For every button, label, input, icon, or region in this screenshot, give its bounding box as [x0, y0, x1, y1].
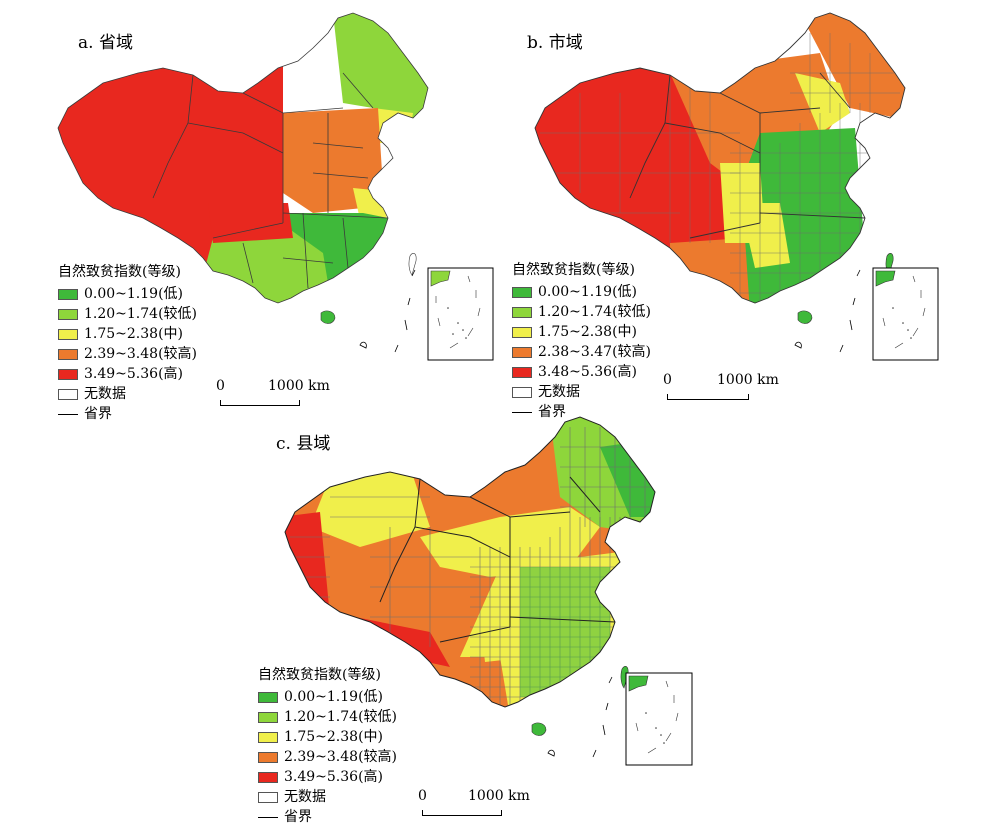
map-city: [534, 12, 939, 361]
legend-item: 0.00~1.19(低): [58, 284, 197, 304]
legend-item: 2.38~3.47(较高): [512, 342, 651, 362]
island-taiwan: [408, 252, 417, 276]
legend-no-data: 无数据: [258, 787, 397, 807]
legend-boundary: 省界: [258, 807, 397, 827]
legend: 自然致贫指数(等级) 0.00~1.19(低) 1.20~1.74(较低) 1.…: [258, 665, 397, 827]
panel-county: c. 县域: [250, 415, 750, 829]
legend: 自然致贫指数(等级) 0.00~1.19(低) 1.20~1.74(较低) 1.…: [58, 262, 197, 424]
legend-boundary: 省界: [512, 402, 651, 422]
scale-zero: 0: [216, 378, 225, 394]
legend-no-data: 无数据: [58, 384, 197, 404]
legend: 自然致贫指数(等级) 0.00~1.19(低) 1.20~1.74(较低) 1.…: [512, 260, 651, 422]
legend-item: 1.20~1.74(较低): [512, 302, 651, 322]
map-county: [284, 416, 693, 766]
scale-distance: 1000 km: [268, 378, 330, 394]
legend-boundary: 省界: [58, 404, 197, 424]
panel-province: a. 省域: [0, 0, 495, 422]
legend-item: 3.48~5.36(高): [512, 362, 651, 382]
panel-title: b. 市域: [527, 33, 583, 53]
panel-city: b. 市域: [495, 0, 991, 420]
province-boundaries: [57, 12, 429, 304]
panel-title: a. 省域: [78, 33, 133, 53]
legend-item: 2.39~3.48(较高): [58, 344, 197, 364]
sea-islands: [359, 269, 416, 353]
legend-title: 自然致贫指数(等级): [58, 264, 181, 280]
legend-item: 2.39~3.48(较高): [258, 747, 397, 767]
legend-item: 1.75~2.38(中): [512, 322, 651, 342]
legend-item: 3.49~5.36(高): [58, 364, 197, 384]
region-northeast: [333, 13, 428, 123]
island-hainan: [320, 310, 336, 324]
legend-item: 1.20~1.74(较低): [58, 304, 197, 324]
legend-title: 自然致贫指数(等级): [512, 262, 635, 278]
scale-distance: 1000 km: [717, 372, 779, 388]
legend-title: 自然致贫指数(等级): [258, 667, 381, 683]
scale-zero: 0: [418, 788, 427, 804]
region-sichuan: [208, 203, 293, 243]
map-province: [57, 12, 494, 361]
legend-item: 1.75~2.38(中): [258, 727, 397, 747]
legend-item: 0.00~1.19(低): [512, 282, 651, 302]
city-dense-pattern: [540, 33, 900, 303]
legend-item: 3.49~5.36(高): [258, 767, 397, 787]
region-north-central: [283, 108, 383, 213]
scale-distance: 1000 km: [468, 788, 530, 804]
legend-item: 0.00~1.19(低): [258, 687, 397, 707]
scale-zero: 0: [663, 372, 672, 388]
panel-title: c. 县域: [276, 434, 331, 454]
legend-item: 1.75~2.38(中): [58, 324, 197, 344]
south-china-sea-inset: [427, 267, 494, 361]
legend-no-data: 无数据: [512, 382, 651, 402]
legend-item: 1.20~1.74(较低): [258, 707, 397, 727]
